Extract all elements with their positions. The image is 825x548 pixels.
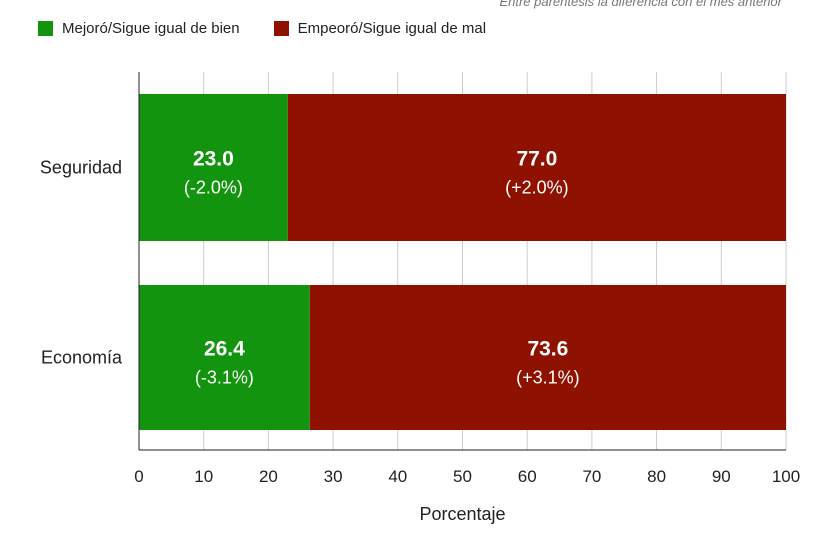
change-label-1-1: (+3.1%): [516, 368, 580, 388]
legend: Mejoró/Sigue igual de bien Empeoró/Sigue…: [38, 20, 520, 37]
axes: Seguridad Economía 0 10 20 30 40 50 60 70 80 90 100 P…: [40, 72, 800, 524]
change-label-0-0: (-2.0%): [184, 178, 243, 198]
legend-swatch-negative: [273, 21, 289, 36]
category-label-0: Seguridad: [40, 158, 122, 178]
value-label-0-1: 77.0: [516, 148, 557, 171]
category-label-1: Economía: [41, 348, 123, 368]
value-label-1-0: 26.4: [204, 338, 245, 361]
bar-0-0: [139, 94, 288, 241]
bar-0-1: [287, 94, 786, 241]
change-label-0-1: (+2.0%): [505, 178, 569, 198]
x-tick-label-4: 40: [388, 467, 407, 486]
data-labels: 23.0 (-2.0%) 77.0 (+2.0%) 26.4 (-3.1%) 73.6 (+3…: [184, 148, 580, 388]
x-tick-label-0: 0: [134, 467, 143, 486]
x-tick-label-6: 60: [518, 467, 537, 486]
legend-label-negative: Empeoró/Sigue igual de mal: [297, 20, 487, 37]
legend-item-positive: Mejoró/Sigue igual de bien: [38, 20, 240, 37]
x-tick-label-9: 90: [712, 467, 731, 486]
legend-label-positive: Mejoró/Sigue igual de bien: [62, 20, 240, 37]
legend-item-negative: Empeoró/Sigue igual de mal: [273, 20, 487, 37]
value-label-1-1: 73.6: [527, 338, 568, 361]
bars: [139, 94, 786, 430]
x-tick-label-5: 50: [453, 467, 472, 486]
x-tick-label-7: 70: [582, 467, 601, 486]
legend-swatch-positive: [38, 21, 53, 36]
x-axis-title: Porcentaje: [419, 504, 505, 524]
x-tick-label-2: 20: [259, 467, 278, 486]
change-label-1-0: (-3.1%): [195, 368, 254, 388]
x-tick-label-1: 10: [194, 467, 213, 486]
value-label-0-0: 23.0: [193, 148, 234, 171]
x-tick-label-8: 80: [647, 467, 666, 486]
x-tick-label-10: 100: [772, 467, 800, 486]
x-tick-label-3: 30: [324, 467, 343, 486]
bar-1-0: [139, 285, 310, 430]
chart-note: Entre paréntesis la diferencia con el me…: [499, 0, 782, 9]
bar-1-1: [309, 285, 786, 430]
